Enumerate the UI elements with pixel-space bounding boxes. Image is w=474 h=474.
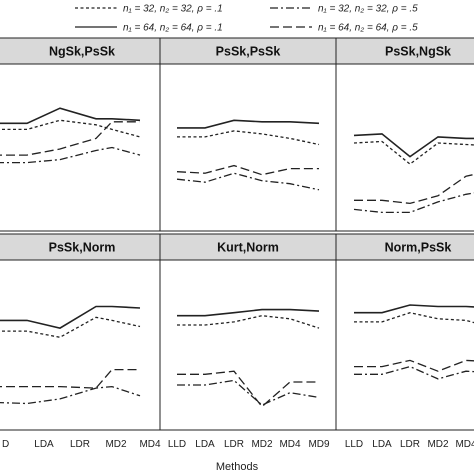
panel-strip xyxy=(159,37,337,65)
series-line xyxy=(354,365,474,380)
panel-title: PsSk,PsSk xyxy=(216,45,281,59)
series-line xyxy=(0,121,140,156)
legend-label: n₁ = 32, n₂ = 32, ρ = .5 xyxy=(318,4,418,15)
panel-frame xyxy=(335,63,474,232)
series-line xyxy=(353,133,474,158)
legend-label: n₁ = 32, n₂ = 32, ρ = .1 xyxy=(123,4,223,15)
x-tick-label: MD2 xyxy=(105,439,127,450)
series-line xyxy=(177,370,319,408)
x-tick-label: MD9 xyxy=(308,439,330,450)
x-tick-labels: D LDA LDR MD2 MD4 LLD LDA LDR MD2 MD4 MD9 LLD LDA LDR… xyxy=(2,439,474,450)
series-line xyxy=(354,304,474,314)
panel-strip xyxy=(335,233,474,261)
series-line xyxy=(0,119,141,138)
x-tick-label: LLD xyxy=(168,439,186,450)
x-tick-label: LDA xyxy=(372,439,392,450)
x-tick-label: LLD xyxy=(345,439,363,450)
panel: NgSk,PsSk xyxy=(0,37,161,232)
series-line xyxy=(354,173,474,205)
x-tick-label: MD2 xyxy=(251,439,273,450)
panel-frame xyxy=(335,259,474,431)
series-line xyxy=(177,119,320,129)
panel: PsSk,NgSk xyxy=(335,37,474,232)
x-tick-label: LDR xyxy=(400,439,420,450)
legend-label: n₁ = 64, n₂ = 64, ρ = .1 xyxy=(123,23,223,34)
series-line xyxy=(0,107,141,125)
series-line xyxy=(0,316,141,338)
panel: PsSk,PsSk xyxy=(159,37,337,232)
panel-title: Kurt,Norm xyxy=(217,241,279,255)
series-line xyxy=(177,308,320,317)
series-line xyxy=(0,368,140,389)
series-line xyxy=(0,146,141,164)
series-line xyxy=(0,305,141,329)
x-axis-label: Methods xyxy=(216,461,259,473)
x-tick-label: LDR xyxy=(224,439,244,450)
panel-frame xyxy=(159,259,337,431)
x-tick-label: LDA xyxy=(195,439,215,450)
legend: n₁ = 32, n₂ = 32, ρ = .1 n₁ = 32, n₂ = 32… xyxy=(75,4,418,34)
legend-label: n₁ = 64, n₂ = 64, ρ = .5 xyxy=(318,23,418,34)
x-tick-label: MD2 xyxy=(427,439,449,450)
panel-strip xyxy=(0,37,161,65)
panel-title: PsSk,Norm xyxy=(49,241,116,255)
panel-frame xyxy=(0,259,161,431)
series-line xyxy=(353,192,474,214)
x-tick-label: D xyxy=(2,439,9,450)
series-line xyxy=(177,130,320,146)
panel-title: PsSk,NgSk xyxy=(385,45,451,59)
series-line xyxy=(177,379,320,406)
panel-frame xyxy=(0,63,161,232)
panel-strip xyxy=(0,233,161,261)
series-line xyxy=(353,140,474,165)
panel-title: NgSk,PsSk xyxy=(49,45,115,59)
panel: Norm,PsSk xyxy=(335,233,474,431)
chart-panels: NgSk,PsSk PsSk,PsSk PsSk,NgSk PsSk,Norm Kurt… xyxy=(0,37,474,431)
series-line xyxy=(354,359,474,372)
series-line xyxy=(176,172,320,191)
panel-title: Norm,PsSk xyxy=(385,241,452,255)
panel-frame xyxy=(159,63,337,232)
x-tick-label: MD4 xyxy=(279,439,301,450)
x-tick-label: MD4 xyxy=(139,439,161,450)
series-line xyxy=(176,164,319,176)
panel: PsSk,Norm xyxy=(0,233,161,431)
x-tick-label: MD4 xyxy=(455,439,474,450)
panel-strip xyxy=(159,233,337,261)
panel: Kurt,Norm xyxy=(159,233,337,431)
series-line xyxy=(177,315,320,329)
series-line xyxy=(0,385,141,405)
series-line xyxy=(354,312,474,324)
x-tick-label: LDA xyxy=(34,439,54,450)
panel-strip xyxy=(335,37,474,65)
x-tick-label: LDR xyxy=(70,439,90,450)
